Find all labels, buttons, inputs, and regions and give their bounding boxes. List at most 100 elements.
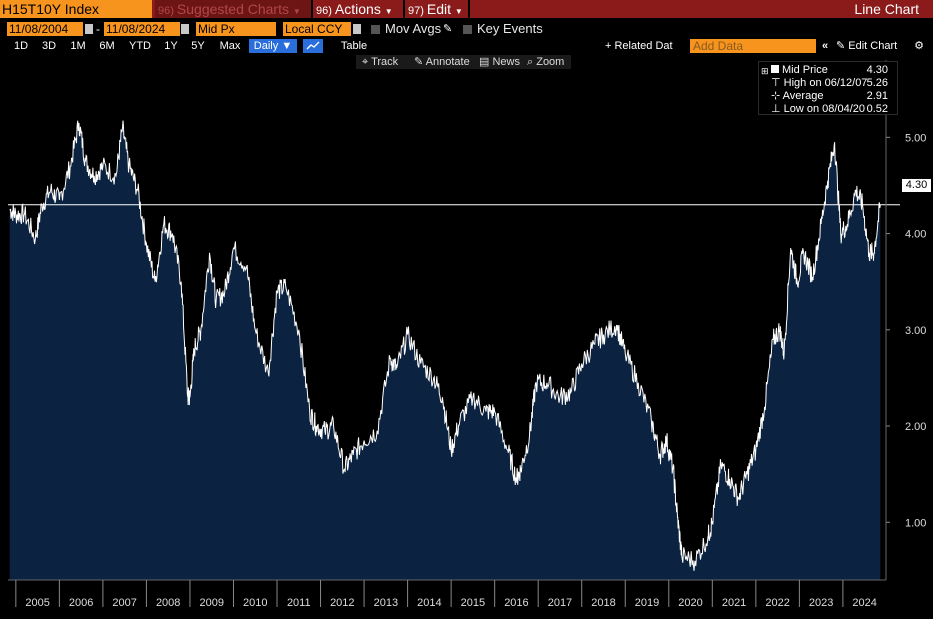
edit-menu[interactable]: 97) Edit ▼ <box>408 0 463 18</box>
annotate-tool[interactable]: ✎ Annotate <box>414 55 470 69</box>
news-tool[interactable]: ▤ News <box>479 55 520 69</box>
pencil-icon[interactable]: ✎ <box>443 23 453 35</box>
x-tick-label: 2011 <box>287 597 311 609</box>
x-tick-label: 2008 <box>156 597 180 609</box>
mov-avgs-checkbox[interactable] <box>371 25 380 34</box>
period-button-1y[interactable]: 1Y <box>164 40 178 52</box>
legend-mid-price-value: 4.30 <box>866 64 888 76</box>
actions-number: 96) <box>316 5 332 17</box>
menu-divider <box>403 0 405 18</box>
y-tick-label: 5.00 <box>905 132 926 144</box>
add-data-input[interactable]: Add Data <box>690 39 816 53</box>
series-line-mid-price[interactable] <box>9 120 881 571</box>
end-date-field[interactable]: 11/08/2024 <box>104 22 180 36</box>
legend-average-value: 2.91 <box>866 90 888 102</box>
period-button-1m[interactable]: 1M <box>70 40 86 52</box>
start-date-field[interactable]: 11/08/2004 <box>7 22 83 36</box>
legend-swatch <box>771 65 779 73</box>
high-marker-icon: ⊤ <box>771 77 784 89</box>
zoom-tool[interactable]: ⌕ Zoom <box>527 55 564 69</box>
annotate-label: Annotate <box>425 56 470 68</box>
suggested-charts-label: Suggested Charts <box>176 1 289 17</box>
line-chart-icon[interactable] <box>303 39 323 53</box>
legend-high-value: 5.26 <box>866 77 888 89</box>
menu-divider <box>311 0 313 18</box>
chevron-down-icon: ▼ <box>281 40 293 52</box>
legend-average: ⊹ Average 2.91 <box>771 90 891 102</box>
pencil-icon: ✎ <box>414 56 426 68</box>
chevron-down-icon: ▼ <box>292 7 301 16</box>
suggested-charts-number: 96) <box>158 5 174 17</box>
legend-mid-price-label: Mid Price <box>782 64 828 76</box>
calendar-icon[interactable] <box>85 24 93 34</box>
chart-type-label: Line Chart <box>854 1 919 17</box>
series-area <box>9 120 881 580</box>
related-data-button[interactable]: + Related Dat <box>605 40 673 52</box>
legend-average-label: Average <box>782 90 824 102</box>
collapse-icon[interactable]: « <box>821 40 829 52</box>
x-tick-label: 2020 <box>678 597 702 609</box>
x-tick-label: 2007 <box>112 597 136 609</box>
gear-icon[interactable]: ⚙ <box>914 40 924 52</box>
x-tick-label: 2013 <box>374 597 398 609</box>
actions-menu[interactable]: 96) Actions ▼ <box>316 0 393 18</box>
resize-icon: ⊞ <box>761 66 769 76</box>
track-label: Track <box>371 56 399 68</box>
menu-divider <box>468 0 470 18</box>
x-tick-label: 2012 <box>330 597 354 609</box>
calendar-icon[interactable] <box>181 24 189 34</box>
track-tool[interactable]: ⌖ Track <box>362 55 398 69</box>
zoom-label: Zoom <box>536 56 565 68</box>
period-button-1d[interactable]: 1D <box>13 40 29 52</box>
x-tick-label: 2015 <box>461 597 485 609</box>
actions-label: Actions <box>334 1 381 17</box>
table-button[interactable]: Table <box>340 40 368 52</box>
y-tick-label: 2.00 <box>905 421 926 433</box>
x-tick-label: 2021 <box>722 597 746 609</box>
currency-select[interactable]: Local CCY <box>283 22 351 36</box>
chart-toolbar <box>356 55 571 69</box>
x-tick-label: 2016 <box>504 597 528 609</box>
x-tick-label: 2009 <box>199 597 223 609</box>
edit-chart-label: Edit Chart <box>848 40 898 52</box>
chevron-down-icon[interactable] <box>353 24 361 34</box>
period-button-5y[interactable]: 5Y <box>191 40 205 52</box>
frequency-label: Daily <box>253 40 279 52</box>
last-value-badge: 4.30 <box>902 179 931 192</box>
legend-low-value: 0.52 <box>866 103 888 115</box>
magnifier-icon: ⌕ <box>527 56 537 68</box>
x-tick-label: 2019 <box>635 597 659 609</box>
x-tick-label: 2022 <box>765 597 789 609</box>
ticker-field[interactable]: H15T10Y Index <box>0 0 152 18</box>
period-button-3d[interactable]: 3D <box>41 40 57 52</box>
low-marker-icon: ⊥ <box>771 103 784 115</box>
frequency-select[interactable]: Daily ▼ <box>249 39 297 53</box>
edit-chart-button[interactable]: ✎ Edit Chart <box>836 39 906 53</box>
average-marker-icon: ⊹ <box>771 90 783 102</box>
period-button-6m[interactable]: 6M <box>99 40 115 52</box>
crosshair-icon: ⌖ <box>362 56 372 68</box>
x-tick-label: 2010 <box>243 597 267 609</box>
y-tick-label: 1.00 <box>905 517 926 529</box>
x-tick-label: 2006 <box>69 597 93 609</box>
y-tick-label: 3.00 <box>905 325 926 337</box>
legend-mid-price: Mid Price 4.30 <box>771 64 891 76</box>
chevron-down-icon: ▼ <box>384 7 393 16</box>
price-field-select[interactable]: Mid Px <box>196 22 276 36</box>
chevron-down-icon: ▼ <box>454 7 463 16</box>
legend-high: ⊤ High on 06/12/07 5.26 <box>771 77 891 89</box>
period-button-ytd[interactable]: YTD <box>129 40 151 52</box>
period-button-max[interactable]: Max <box>219 40 241 52</box>
x-tick-label: 2017 <box>548 597 572 609</box>
suggested-charts-menu[interactable]: 96) Suggested Charts ▼ <box>155 0 311 18</box>
edit-number: 97) <box>408 5 424 17</box>
chart-legend: ⊞ Mid Price 4.30 ⊤ High on 06/12/07 5.26… <box>758 61 898 115</box>
news-icon: ▤ <box>479 56 493 68</box>
legend-low-label: Low on 08/04/20 <box>783 103 865 115</box>
x-tick-label: 2005 <box>25 597 49 609</box>
date-range-dash: - <box>96 22 100 36</box>
x-tick-label: 2018 <box>591 597 615 609</box>
x-tick-label: 2014 <box>417 597 441 609</box>
key-events-checkbox[interactable] <box>463 25 472 34</box>
